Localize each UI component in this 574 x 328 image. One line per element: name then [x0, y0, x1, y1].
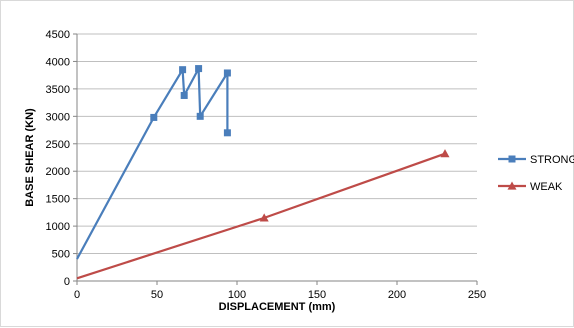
- y-tick-label: 2500: [46, 139, 70, 151]
- series-strong: [76, 65, 231, 260]
- data-point-strong: [179, 66, 187, 74]
- plot-series: [76, 65, 450, 280]
- x-tick-label: 200: [388, 289, 406, 301]
- legend-marker-weak: [507, 181, 517, 190]
- data-point-strong: [196, 112, 204, 120]
- data-point-strong: [223, 129, 231, 137]
- y-tick-label: 3000: [46, 111, 70, 123]
- data-point-strong: [223, 69, 231, 77]
- data-point-strong: [180, 91, 188, 99]
- series-line-strong: [76, 67, 229, 260]
- x-tick-label: 150: [308, 289, 326, 301]
- legend-label-weak: WEAK: [530, 181, 563, 193]
- y-tick-label: 2000: [46, 166, 70, 178]
- axes: 0 500 1000 1500 2000 2500 3000 3500 4000 4500 0 50 1…: [46, 29, 487, 301]
- x-tick-label: 250: [468, 289, 486, 301]
- y-tick-label: 1500: [46, 194, 70, 206]
- y-tick-label: 4500: [46, 29, 70, 41]
- legend-label-strong: STRONG: [530, 154, 574, 166]
- data-point-strong: [195, 65, 203, 73]
- series-line-weak: [76, 152, 446, 280]
- y-tick-label: 0: [64, 276, 70, 288]
- y-axis-title: BASE SHEAR (KN): [24, 108, 36, 207]
- legend: STRONG WEAK: [498, 154, 574, 193]
- data-point-strong: [150, 113, 158, 121]
- x-tick-label: 100: [228, 289, 246, 301]
- series-weak: [76, 149, 450, 280]
- legend-item-strong: STRONG: [498, 154, 574, 166]
- y-tick-label: 3500: [46, 84, 70, 96]
- y-tick-label: 500: [52, 249, 70, 261]
- data-point-weak: [440, 149, 450, 158]
- x-axis-title: DISPLACEMENT (mm): [219, 301, 336, 313]
- legend-marker-strong: [508, 155, 516, 163]
- data-point-weak: [259, 213, 269, 222]
- y-tick-label: 4000: [46, 56, 70, 68]
- y-tick-label: 1000: [46, 221, 70, 233]
- gridlines: [77, 33, 477, 255]
- x-tick-label: 50: [151, 289, 163, 301]
- x-tick-label: 0: [74, 289, 80, 301]
- legend-item-weak: WEAK: [498, 181, 563, 193]
